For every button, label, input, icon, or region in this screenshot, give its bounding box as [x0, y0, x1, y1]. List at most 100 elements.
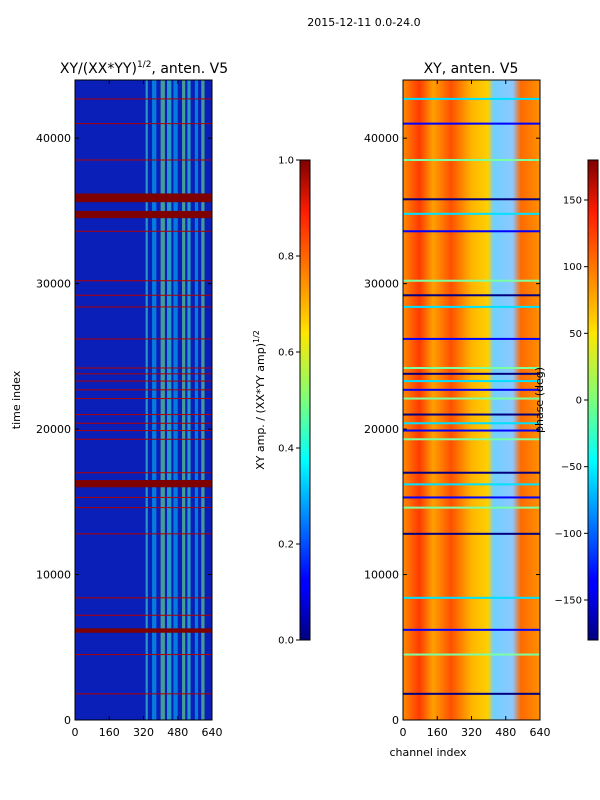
amplitude-flag-row: [75, 280, 212, 282]
amplitude-y-axis-label: time index: [10, 370, 23, 429]
phase-y-tick-label: 20000: [364, 423, 399, 436]
amplitude-title-tail: , anten. V5: [151, 61, 228, 77]
amplitude-saturated-row: [75, 628, 212, 633]
phase-flag-row: [403, 413, 540, 416]
amplitude-flag-row: [75, 380, 212, 382]
amplitude-colorbar-ticks: 0.0 0.2 0.4 0.6 0.8 1.0: [278, 156, 300, 647]
phase-x-tick-label: 0: [400, 726, 407, 739]
amplitude-flag-row: [75, 367, 212, 369]
phase-flag-row: [403, 422, 540, 425]
amplitude-colorbar-gradient: [299, 159, 311, 641]
amplitude-x-tick-label: 160: [99, 726, 120, 739]
amplitude-colorbar-tick-label: 1.0: [278, 156, 294, 167]
amplitude-x-tick-label: 0: [72, 726, 79, 739]
phase-flag-row: [403, 367, 540, 369]
phase-y-tick-label: 10000: [364, 569, 399, 582]
phase-flag-row: [403, 692, 540, 695]
amplitude-y-tick-label: 40000: [36, 132, 71, 145]
amplitude-bright-band: [182, 80, 186, 720]
phase-flag-row: [403, 596, 540, 599]
phase-flag-row: [403, 438, 540, 441]
amplitude-bright-band: [160, 80, 165, 720]
amplitude-saturated-row: [75, 210, 212, 219]
phase-flag-row: [403, 337, 540, 340]
amplitude-colorbar-tick-label: 0.2: [278, 540, 294, 551]
phase-flag-row: [403, 305, 540, 308]
amplitude-y-tick-label: 0: [64, 714, 71, 727]
phase-x-tick-label: 480: [495, 726, 516, 739]
phase-flag-row: [403, 429, 540, 432]
amplitude-bright-band: [201, 80, 205, 720]
phase-colorbar-tick-label: 0: [576, 396, 582, 407]
amplitude-colorbar-tick-label: 0.6: [278, 348, 294, 359]
amplitude-flag-row: [75, 414, 212, 416]
phase-flag-row: [403, 532, 540, 535]
amplitude-colorbar-label-sup: 1/2: [252, 330, 261, 343]
amplitude-flag-row: [75, 294, 212, 296]
amplitude-flag-row: [75, 533, 212, 535]
phase-flag-row: [403, 397, 540, 400]
amplitude-bright-band: [194, 80, 199, 720]
phase-x-axis-label: channel index: [389, 746, 467, 759]
amplitude-bright-band: [173, 80, 178, 720]
amplitude-flag-row: [75, 398, 212, 400]
amplitude-flag-row: [75, 123, 212, 125]
amplitude-bright-band: [152, 80, 157, 720]
amplitude-colorbar-tick-label: 0.0: [278, 636, 294, 647]
phase-flag-row: [403, 483, 540, 486]
phase-flag-row: [403, 97, 540, 100]
amplitude-heatmap: [75, 80, 212, 720]
phase-colorbar-tick-label: −150: [555, 596, 582, 607]
amplitude-x-tick-label: 640: [202, 726, 223, 739]
phase-flag-row: [403, 159, 540, 161]
amplitude-bright-band: [187, 80, 191, 720]
amplitude-title-sup: 1/2: [137, 60, 151, 70]
phase-flag-row: [403, 471, 540, 474]
amplitude-bright-band: [167, 80, 172, 720]
phase-colorbar-tick-label: 150: [563, 196, 582, 207]
phase-flag-row: [403, 388, 540, 391]
phase-y-tick-label: 30000: [364, 278, 399, 291]
amplitude-saturated-row: [75, 480, 212, 488]
amplitude-colorbar-tick-label: 0.8: [278, 252, 294, 263]
phase-colorbar-tick-label: 50: [569, 329, 582, 340]
phase-flag-row: [403, 279, 540, 282]
phase-colorbar-label: phase (deg): [533, 367, 546, 433]
phase-colorbar-tick-label: −100: [555, 529, 582, 540]
phase-axes-ticks: 0 160 320 480 640 0 10000 20000 30000 40000: [364, 80, 551, 739]
phase-background: [403, 80, 540, 720]
amplitude-flag-row: [75, 98, 212, 100]
phase-colorbar-ticks: −150 −100 −50 0 50 100 150: [555, 196, 588, 607]
phase-colorbar: −150 −100 −50 0 50 100 150 phase (deg): [533, 159, 599, 641]
phase-x-tick-label: 160: [427, 726, 448, 739]
phase-flag-row: [403, 230, 540, 233]
phase-heatmap: [403, 80, 540, 720]
amplitude-flag-row: [75, 654, 212, 656]
phase-x-tick-label: 320: [461, 726, 482, 739]
amplitude-flag-row: [75, 389, 212, 391]
phase-colorbar-gradient: [587, 159, 599, 641]
amplitude-colorbar-label-main: XY amp. / (XX*YY amp): [254, 343, 267, 470]
phase-y-tick-label: 40000: [364, 132, 399, 145]
phase-flag-row: [403, 380, 540, 383]
amplitude-flag-row: [75, 472, 212, 474]
amplitude-background: [75, 80, 212, 720]
amplitude-flag-row: [75, 614, 212, 616]
phase-flag-row: [403, 496, 540, 499]
amplitude-y-tick-label: 30000: [36, 278, 71, 291]
amplitude-axes-ticks: 0 160 320 480 640 0 10000 20000 30000 40000: [36, 80, 223, 739]
amplitude-saturated-row: [75, 193, 212, 203]
amplitude-title: XY/(XX*YY)1/2, anten. V5: [60, 60, 228, 77]
phase-colorbar-tick-label: −50: [561, 462, 582, 473]
amplitude-x-tick-label: 480: [167, 726, 188, 739]
amplitude-flag-row: [75, 306, 212, 308]
amplitude-flag-row: [75, 230, 212, 232]
amplitude-flag-row: [75, 338, 212, 340]
amplitude-y-tick-label: 20000: [36, 423, 71, 436]
phase-flag-row: [403, 212, 540, 215]
amplitude-flag-row: [75, 159, 212, 161]
phase-flag-row: [403, 294, 540, 297]
amplitude-bright-band: [145, 80, 148, 720]
phase-colorbar-tick-label: 100: [563, 262, 582, 273]
